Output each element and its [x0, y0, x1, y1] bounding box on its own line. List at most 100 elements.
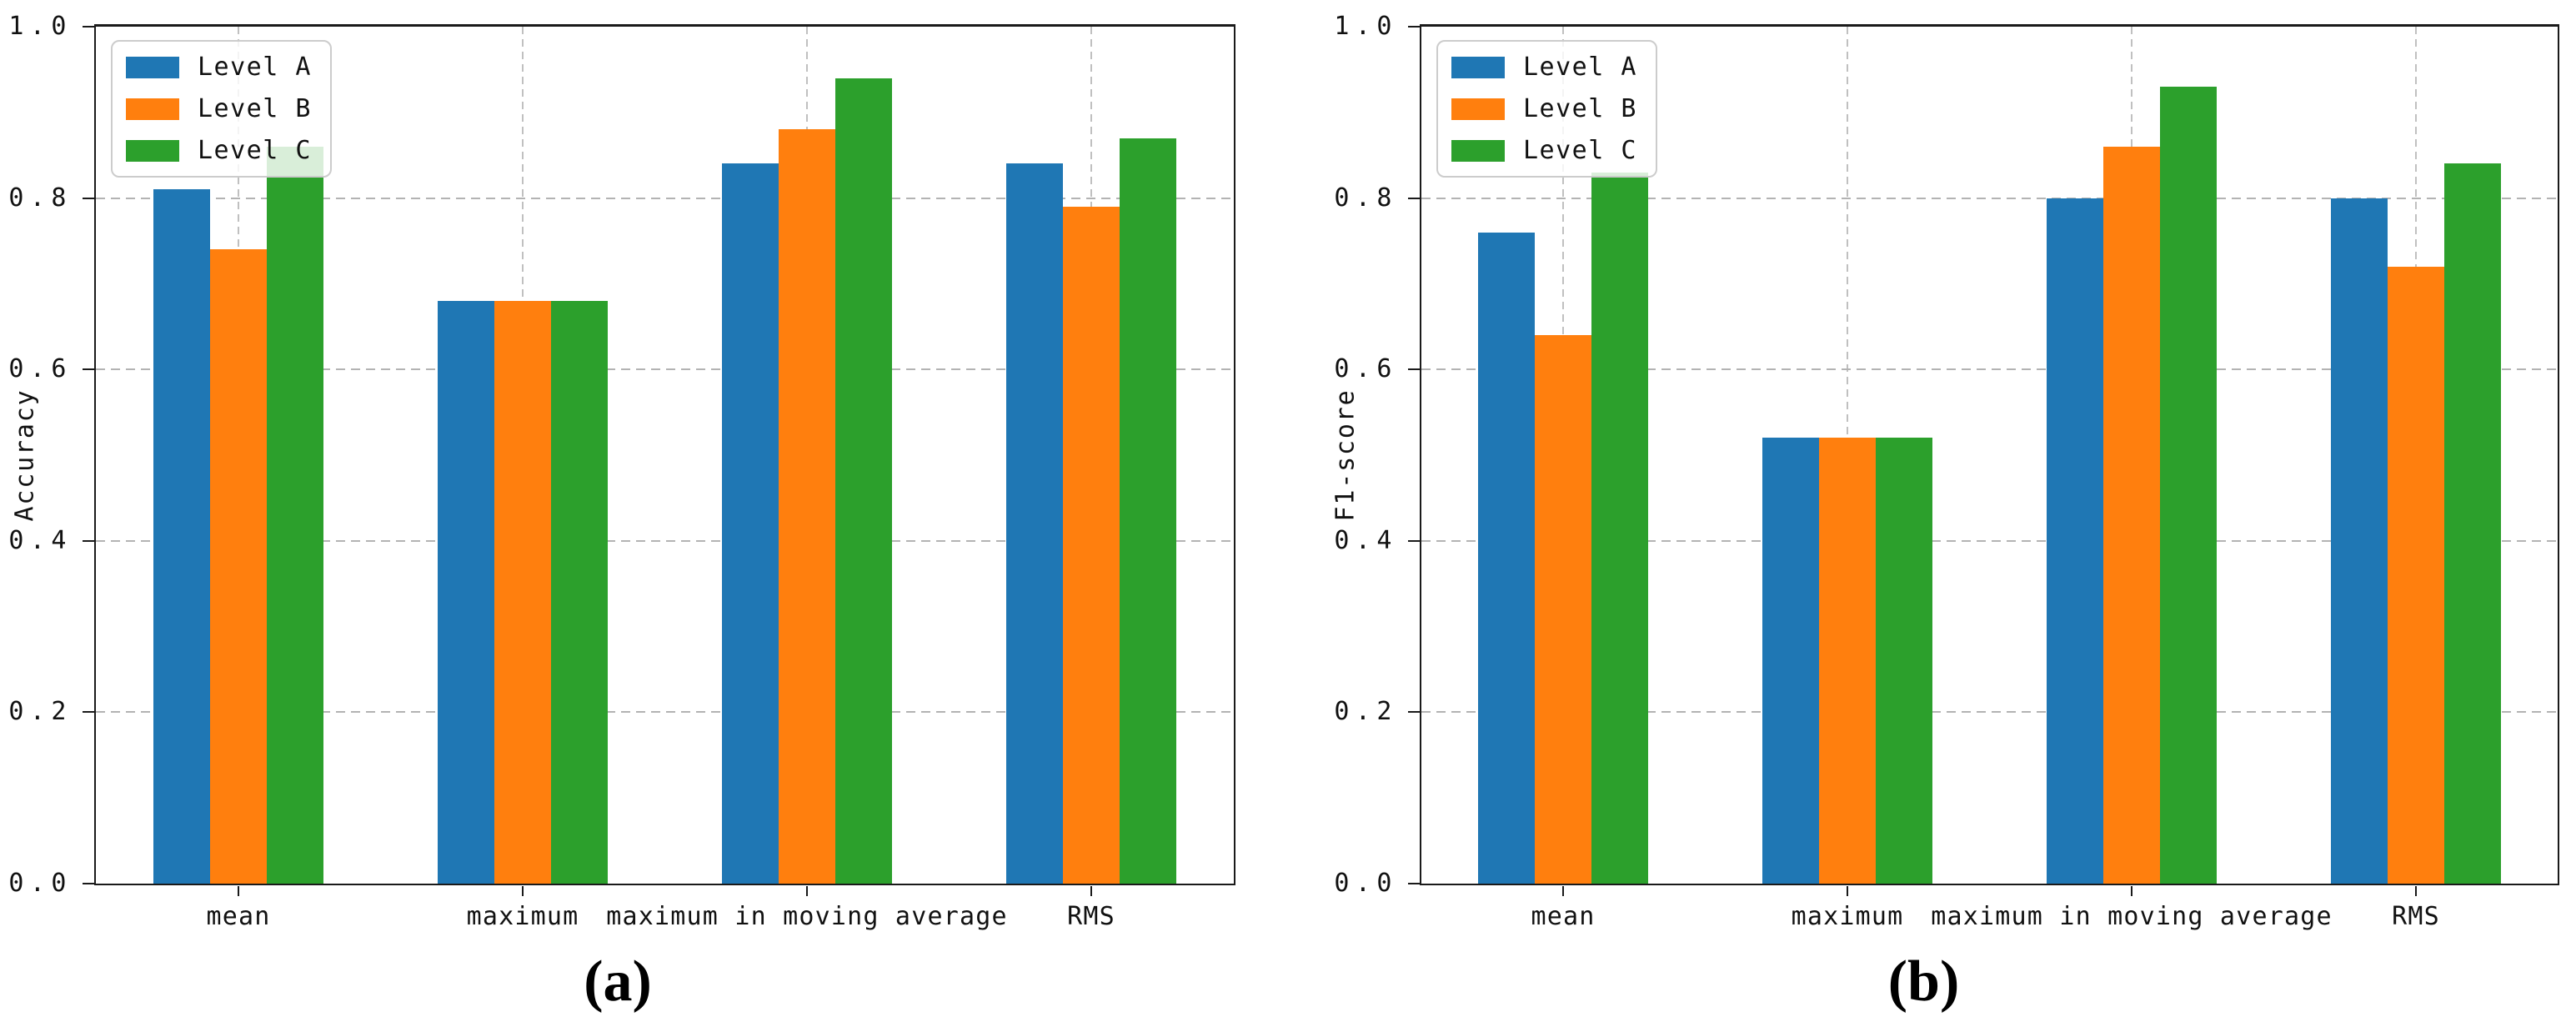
bar-level-c-rms	[2444, 163, 2501, 884]
h-gridline	[96, 368, 1234, 370]
bar-level-b-mean	[210, 249, 267, 884]
legend-label: Level A	[1523, 53, 1637, 82]
y-tick-label: 0.8	[8, 183, 73, 213]
x-tick	[1562, 886, 1564, 896]
y-tick	[1408, 368, 1420, 370]
panel-caption-a: (a)	[584, 949, 652, 1014]
y-tick-label: 1.0	[8, 12, 73, 41]
x-tick-label: maximum in moving average	[606, 902, 1008, 931]
y-tick	[83, 26, 94, 28]
y-tick-label: 0.4	[8, 526, 73, 555]
legend-swatch-level-c	[126, 139, 179, 162]
bar-level-c-maximum	[551, 301, 608, 884]
legend-label: Level B	[1523, 94, 1637, 123]
y-tick-label: 0.8	[1334, 183, 1398, 213]
x-tick-label: maximum in moving average	[1931, 902, 2333, 931]
y-tick-label: 0.6	[1334, 354, 1398, 383]
legend-item-level-a: Level A	[1451, 53, 1637, 82]
legend-swatch-level-c	[1451, 139, 1505, 162]
plot-area-a: 0.0 0.2 0.4 0.6 0.8 1.0 mean maximum maximum in …	[8, 12, 1235, 931]
legend-label: Level C	[1523, 136, 1637, 165]
y-tick-label: 0.2	[8, 697, 73, 726]
x-tick-label: RMS	[2392, 902, 2440, 931]
x-tick-label: maximum	[1791, 902, 1904, 931]
x-tick-label: RMS	[1067, 902, 1115, 931]
y-tick	[83, 711, 94, 713]
h-gridline	[96, 540, 1234, 542]
y-tick	[1408, 198, 1420, 199]
h-gridline	[1421, 198, 2558, 199]
bar-level-b-rms	[2388, 267, 2444, 884]
legend-label: Level B	[198, 94, 312, 123]
bar-level-b-maximum-in-moving-average	[2103, 147, 2160, 884]
legend: Level A Level B Level C	[111, 40, 332, 178]
bar-level-a-mean	[1478, 233, 1535, 884]
legend-swatch-level-a	[126, 56, 179, 78]
y-tick	[1408, 883, 1420, 884]
legend-item-level-b: Level B	[126, 94, 312, 123]
bar-level-a-maximum-in-moving-average	[722, 163, 779, 884]
x-tick	[522, 886, 524, 896]
h-gridline	[1421, 540, 2558, 542]
bar-level-c-maximum-in-moving-average	[835, 78, 892, 884]
h-gridline	[1421, 711, 2558, 713]
legend-label: Level A	[198, 53, 312, 82]
h-gridline	[96, 198, 1234, 199]
legend-item-level-a: Level A	[126, 53, 312, 82]
x-tick	[1090, 886, 1092, 896]
legend: Level A Level B Level C	[1436, 40, 1657, 178]
y-tick	[83, 540, 94, 542]
bar-level-a-maximum	[1762, 438, 1819, 884]
legend-item-level-c: Level C	[1451, 136, 1637, 165]
bar-level-a-maximum-in-moving-average	[2047, 198, 2103, 884]
bar-level-b-maximum	[1819, 438, 1876, 884]
bar-level-c-maximum	[1876, 438, 1932, 884]
x-tick-label: mean	[206, 902, 271, 931]
y-tick-label: 1.0	[1334, 12, 1398, 41]
y-tick	[1408, 711, 1420, 713]
bar-level-b-mean	[1535, 335, 1591, 884]
legend-swatch-level-a	[1451, 56, 1505, 78]
plot-area-b: 0.0 0.2 0.4 0.6 0.8 1.0 mean maximum maximum in …	[1334, 12, 2559, 931]
bar-level-b-rms	[1063, 207, 1120, 884]
bar-level-c-mean	[267, 147, 323, 884]
y-tick	[1408, 26, 1420, 28]
bar-level-a-maximum	[438, 301, 494, 884]
legend-item-level-c: Level C	[126, 136, 312, 165]
y-tick	[83, 368, 94, 370]
chart-panel-a: Accuracy 0.0 0.2 0.4 0.6 0.8 1.0 mean maximum ma…	[8, 12, 1235, 1014]
legend-swatch-level-b	[126, 98, 179, 120]
bar-level-c-rms	[1120, 138, 1176, 884]
bar-level-c-maximum-in-moving-average	[2160, 87, 2217, 884]
legend-item-level-b: Level B	[1451, 94, 1637, 123]
h-gridline	[1421, 368, 2558, 370]
y-tick	[83, 198, 94, 199]
legend-label: Level C	[198, 136, 312, 165]
bar-level-b-maximum	[494, 301, 551, 884]
y-tick	[83, 883, 94, 884]
x-tick	[806, 886, 808, 896]
chart-panel-b: F1-score 0.0 0.2 0.4 0.6 0.8 1.0 mean maximum ma…	[1288, 0, 2576, 1032]
y-tick-label: 0.6	[8, 354, 73, 383]
x-tick	[2131, 886, 2132, 896]
bar-level-b-maximum-in-moving-average	[779, 129, 835, 884]
bar-level-a-rms	[1006, 163, 1063, 884]
y-tick-label: 0.0	[8, 869, 73, 898]
y-tick-label: 0.2	[1334, 697, 1398, 726]
x-tick	[238, 886, 239, 896]
bar-level-a-mean	[153, 189, 210, 884]
y-axis-label-accuracy: Accuracy	[10, 388, 40, 522]
y-axis-label-f1-score: F1-score	[1331, 388, 1361, 522]
y-tick-label: 0.0	[1334, 869, 1398, 898]
x-tick-label: maximum	[466, 902, 579, 931]
bar-level-a-rms	[2331, 198, 2388, 884]
x-tick	[1847, 886, 1848, 896]
x-tick-label: mean	[1531, 902, 1596, 931]
x-tick	[2415, 886, 2417, 896]
h-gridline	[96, 711, 1234, 713]
panel-caption-b: (b)	[1887, 949, 1960, 1014]
y-tick-label: 0.4	[1334, 526, 1398, 555]
bar-level-c-mean	[1591, 173, 1648, 884]
y-tick	[1408, 540, 1420, 542]
